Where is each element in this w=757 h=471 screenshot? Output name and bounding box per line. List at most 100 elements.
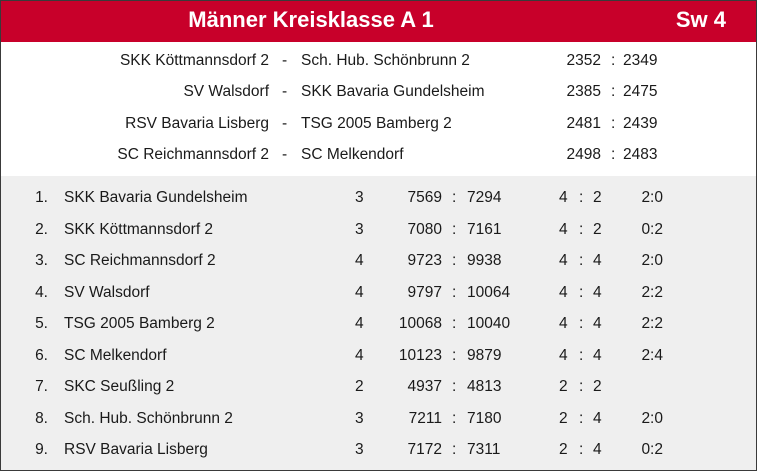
points-separator: :	[579, 315, 584, 332]
set-points: 0:2	[641, 221, 663, 238]
rank: 9.	[35, 441, 48, 458]
points-won: 4	[559, 315, 568, 332]
match-dash: -	[282, 83, 288, 100]
pins-separator: :	[452, 410, 457, 427]
points-won: 4	[559, 189, 568, 206]
pins-against: 10040	[467, 315, 511, 332]
match-row: SV Walsdorf - SKK Bavaria Gundelsheim 23…	[1, 76, 756, 107]
pins-against: 9879	[467, 347, 502, 364]
match-row: SKK Köttmannsdorf 2 - Sch. Hub. Schönbru…	[1, 45, 756, 76]
match-dash: -	[282, 115, 288, 132]
pins-for: 9723	[407, 252, 442, 269]
pins-separator: :	[452, 284, 457, 301]
set-points: 2:0	[641, 410, 663, 427]
points-separator: :	[579, 284, 584, 301]
points-separator: :	[579, 410, 584, 427]
points-lost: 4	[593, 284, 602, 301]
rank: 2.	[35, 221, 48, 238]
match-away-team: SKK Bavaria Gundelsheim	[301, 83, 485, 100]
points-lost: 2	[593, 378, 602, 395]
team-name: SKK Köttmannsdorf 2	[64, 221, 214, 238]
pins-separator: :	[452, 378, 457, 395]
pins-for: 4937	[407, 378, 442, 395]
set-points: 2:2	[641, 284, 663, 301]
rank: 5.	[35, 315, 48, 332]
points-lost: 4	[593, 441, 602, 458]
team-name: SV Walsdorf	[64, 284, 150, 301]
pins-for: 10123	[398, 347, 442, 364]
points-lost: 2	[593, 189, 602, 206]
team-name: SKK Bavaria Gundelsheim	[64, 189, 248, 206]
set-points: 2:0	[641, 189, 663, 206]
rank: 7.	[35, 378, 48, 395]
league-header: Männer Kreisklasse A 1 Sw 4	[1, 1, 756, 42]
points-won: 2	[559, 410, 568, 427]
match-score-home: 2498	[566, 146, 601, 163]
pins-against: 7180	[467, 410, 502, 427]
team-name: SC Reichmannsdorf 2	[64, 252, 216, 269]
pins-separator: :	[452, 315, 457, 332]
pins-against: 7294	[467, 189, 502, 206]
pins-for: 7569	[407, 189, 442, 206]
standings-table: 1. SKK Bavaria Gundelsheim 3 7569 : 7294…	[1, 176, 756, 470]
rank: 1.	[35, 189, 48, 206]
match-score-separator: :	[611, 146, 616, 163]
table-row: 2. SKK Köttmannsdorf 2 3 7080 : 7161 4 :…	[1, 214, 756, 245]
match-results: SKK Köttmannsdorf 2 - Sch. Hub. Schönbru…	[1, 42, 756, 176]
set-points: 2:0	[641, 252, 663, 269]
round-label: Sw 4	[675, 7, 726, 32]
match-score-separator: :	[611, 115, 616, 132]
points-separator: :	[579, 252, 584, 269]
games-played: 4	[355, 252, 364, 269]
rank: 4.	[35, 284, 48, 301]
match-score-home: 2352	[566, 52, 601, 69]
points-separator: :	[579, 347, 584, 364]
points-lost: 2	[593, 221, 602, 238]
table-row: 8. Sch. Hub. Schönbrunn 2 3 7211 : 7180 …	[1, 403, 756, 434]
team-name: Sch. Hub. Schönbrunn 2	[64, 410, 233, 427]
pins-for: 9797	[407, 284, 442, 301]
pins-against: 9938	[467, 252, 502, 269]
match-score-away: 2439	[623, 115, 658, 132]
match-home-team: SKK Köttmannsdorf 2	[119, 52, 269, 69]
match-score-away: 2475	[623, 83, 658, 100]
set-points: 2:2	[641, 315, 663, 332]
pins-separator: :	[452, 252, 457, 269]
table-row: 3. SC Reichmannsdorf 2 4 9723 : 9938 4 :…	[1, 245, 756, 276]
team-name: SC Melkendorf	[64, 347, 167, 364]
games-played: 4	[355, 284, 364, 301]
match-score-separator: :	[611, 52, 616, 69]
match-home-team: RSV Bavaria Lisberg	[125, 115, 269, 132]
match-away-team: SC Melkendorf	[301, 146, 404, 163]
points-won: 4	[559, 347, 568, 364]
pins-separator: :	[452, 221, 457, 238]
match-home-team: SV Walsdorf	[183, 83, 269, 100]
pins-separator: :	[452, 347, 457, 364]
match-away-team: Sch. Hub. Schönbrunn 2	[301, 52, 470, 69]
pins-against: 7161	[467, 221, 502, 238]
pins-separator: :	[452, 441, 457, 458]
points-separator: :	[579, 189, 584, 206]
games-played: 3	[355, 441, 364, 458]
rank: 6.	[35, 347, 48, 364]
table-row: 4. SV Walsdorf 4 9797 : 10064 4 : 4 2:2	[1, 277, 756, 308]
team-name: RSV Bavaria Lisberg	[64, 441, 208, 458]
table-row: 5. TSG 2005 Bamberg 2 4 10068 : 10040 4 …	[1, 308, 756, 339]
table-row: 7. SKC Seußling 2 2 4937 : 4813 2 : 2	[1, 371, 756, 402]
points-won: 2	[559, 378, 568, 395]
league-title: Männer Kreisklasse A 1	[188, 7, 434, 32]
match-dash: -	[282, 52, 288, 69]
points-won: 4	[559, 221, 568, 238]
pins-for: 10068	[398, 315, 442, 332]
pins-separator: :	[452, 189, 457, 206]
set-points: 0:2	[641, 441, 663, 458]
match-score-home: 2481	[566, 115, 601, 132]
points-lost: 4	[593, 315, 602, 332]
pins-for: 7080	[407, 221, 442, 238]
table-row: 1. SKK Bavaria Gundelsheim 3 7569 : 7294…	[1, 182, 756, 213]
match-score-away: 2349	[623, 52, 658, 69]
match-away-team: TSG 2005 Bamberg 2	[301, 115, 452, 132]
points-separator: :	[579, 378, 584, 395]
games-played: 3	[355, 410, 364, 427]
